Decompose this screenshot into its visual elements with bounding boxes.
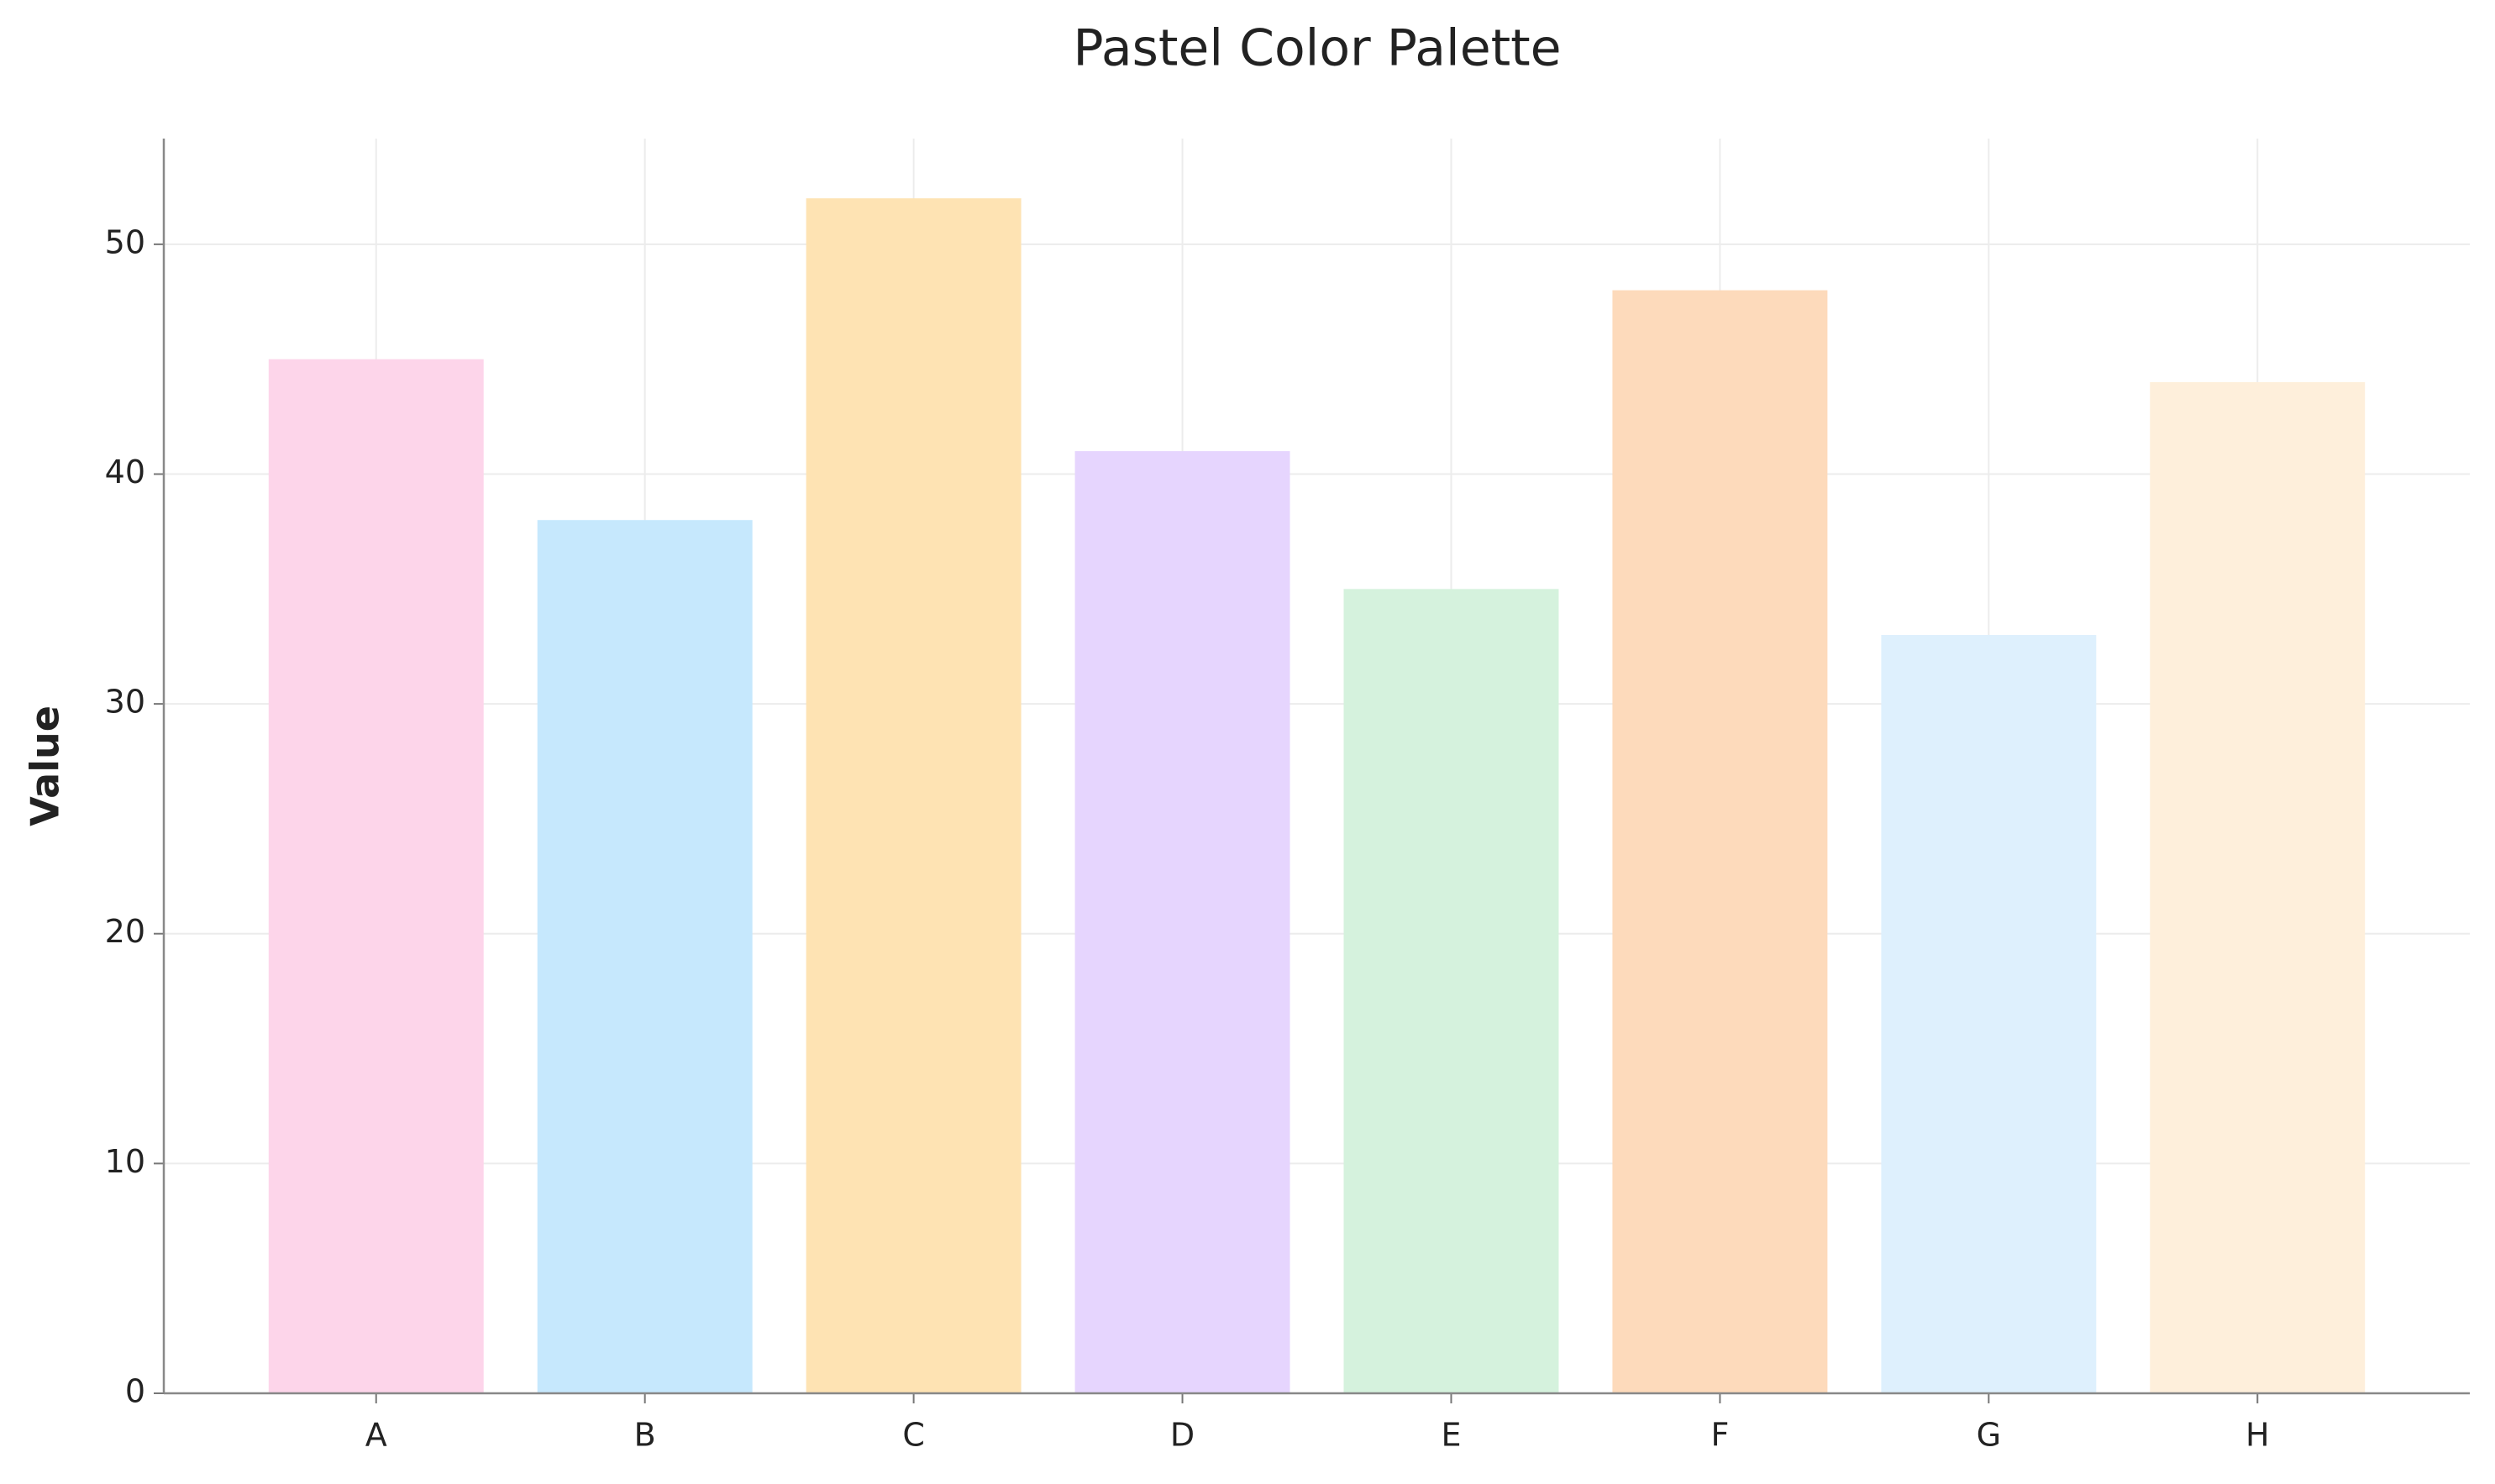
x-tick-label: C [902, 1417, 925, 1454]
y-axis-label: Value [23, 705, 68, 826]
x-tick-label: F [1710, 1417, 1729, 1454]
bar [1881, 635, 2097, 1393]
bar [537, 520, 753, 1394]
bar [2150, 382, 2366, 1393]
x-tick-label: G [1977, 1417, 2001, 1454]
y-tick-label: 0 [125, 1373, 145, 1410]
bar [1612, 290, 1828, 1394]
y-tick-label: 50 [105, 223, 145, 260]
y-tick-label: 20 [105, 913, 145, 950]
bar [806, 198, 1022, 1394]
bar [1343, 589, 1559, 1393]
chart-title: Pastel Color Palette [1073, 19, 1561, 78]
x-tick-label: H [2246, 1417, 2270, 1454]
x-tick-label: D [1170, 1417, 1195, 1454]
x-tick-label: B [634, 1417, 656, 1454]
bar [268, 359, 484, 1394]
x-tick-label: A [365, 1417, 387, 1454]
x-tick-label: E [1441, 1417, 1461, 1454]
y-tick-label: 10 [105, 1143, 145, 1180]
y-tick-label: 30 [105, 684, 145, 721]
y-tick-label: 40 [105, 454, 145, 490]
bar [1074, 451, 1290, 1394]
